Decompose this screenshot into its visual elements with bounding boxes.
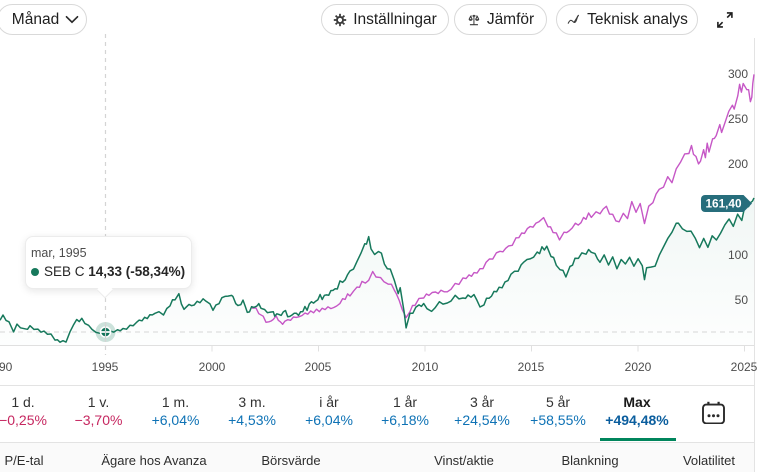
svg-text:161,40: 161,40: [705, 197, 742, 211]
